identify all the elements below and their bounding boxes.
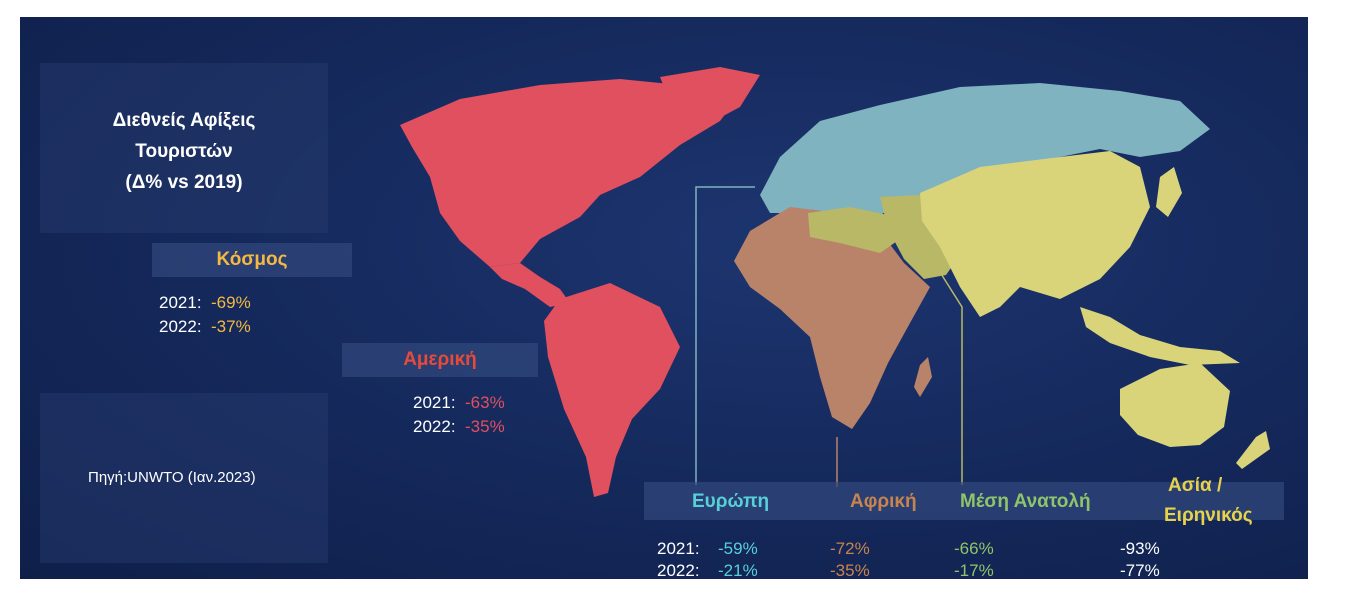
africa-label: Αφρική: [850, 491, 917, 512]
new-zealand-shape: [1236, 431, 1270, 469]
central-america-shape: [490, 263, 570, 307]
chart-title: Διεθνείς Αφίξεις Τουριστών (Δ% vs 2019): [40, 105, 328, 198]
title-panel: [40, 63, 328, 233]
greenland-shape: [660, 67, 760, 123]
americas-2022-row: 2022: -35%: [413, 417, 505, 436]
australia-shape: [1120, 363, 1230, 447]
source-panel: [40, 393, 328, 563]
middle-east-label: Μέση Ανατολή: [960, 491, 1091, 512]
title-line-3: (Δ% vs 2019): [125, 172, 243, 193]
title-line-1: Διεθνείς Αφίξεις: [112, 110, 256, 131]
south-america-shape: [544, 283, 680, 497]
world-2021-value: -69%: [211, 293, 251, 312]
americas-2022-value: -35%: [465, 417, 505, 436]
southeast-asia-shape: [1080, 307, 1240, 365]
madagascar-shape: [914, 357, 932, 397]
europe-leader-line: [695, 186, 755, 485]
middle-east-leader-line: [937, 268, 963, 485]
middle-east-2021-value: -66%: [954, 539, 994, 558]
europe-2022-value: -21%: [718, 561, 758, 579]
japan-shape: [1156, 167, 1182, 217]
bottom-header-band: [644, 482, 1284, 520]
asia-pacific-label-1: Ασία /: [1168, 475, 1223, 496]
world-2022-row: 2022: -37%: [159, 317, 251, 336]
asia-pacific-2021-value: -93%: [1120, 539, 1160, 558]
europe-russia-shape: [760, 83, 1210, 217]
world-header: Κόσμος: [152, 243, 352, 277]
americas-2021-row: 2021: -63%: [413, 393, 505, 412]
asia-pacific-2022-value: -77%: [1120, 561, 1160, 579]
map-infographic: Διεθνείς Αφίξεις Τουριστών (Δ% vs 2019) …: [20, 17, 1308, 579]
title-line-2: Τουριστών: [135, 141, 233, 162]
africa-2021-value: -72%: [830, 539, 870, 558]
world-map: [400, 67, 1270, 497]
europe-label: Ευρώπη: [692, 491, 770, 512]
source-text: Πηγή:UNWTO (Ιαν.2023): [88, 469, 256, 486]
bottom-year-2021: 2021:: [657, 539, 700, 558]
africa-2022-value: -35%: [830, 561, 870, 579]
world-2022-value: -37%: [211, 317, 251, 336]
asia-shape: [920, 151, 1150, 317]
asia-pacific-label-2: Ειρηνικός: [1164, 505, 1253, 526]
americas-label: Αμερική: [403, 349, 477, 370]
europe-2021-value: -59%: [718, 539, 758, 558]
americas-header: Αμερική: [342, 343, 538, 377]
bottom-year-2022: 2022:: [657, 561, 700, 579]
north-africa-shape: [808, 207, 900, 253]
north-america-shape: [400, 79, 740, 267]
world-label: Κόσμος: [216, 249, 288, 270]
africa-shape: [734, 207, 930, 429]
americas-2021-value: -63%: [465, 393, 505, 412]
world-2021-row: 2021: -69%: [159, 293, 251, 312]
middle-east-2022-value: -17%: [954, 561, 994, 579]
